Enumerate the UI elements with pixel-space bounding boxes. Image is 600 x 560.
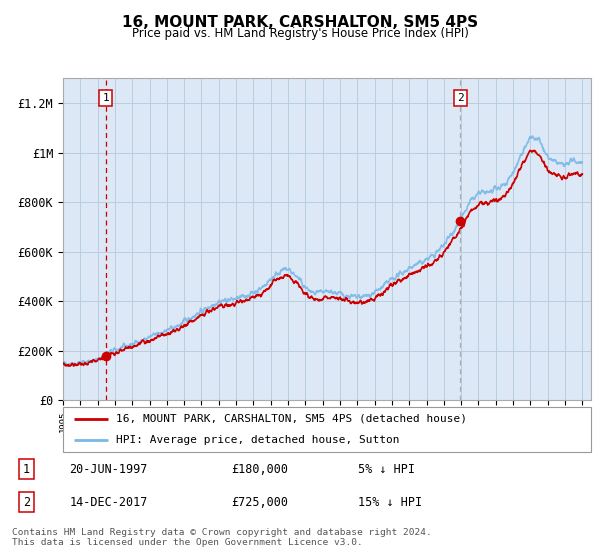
Text: 5% ↓ HPI: 5% ↓ HPI <box>358 463 415 476</box>
Text: Price paid vs. HM Land Registry's House Price Index (HPI): Price paid vs. HM Land Registry's House … <box>131 27 469 40</box>
Text: 14-DEC-2017: 14-DEC-2017 <box>70 496 148 509</box>
Text: 2: 2 <box>23 496 30 509</box>
Text: 16, MOUNT PARK, CARSHALTON, SM5 4PS (detached house): 16, MOUNT PARK, CARSHALTON, SM5 4PS (det… <box>116 414 467 424</box>
Text: £180,000: £180,000 <box>231 463 288 476</box>
Text: 20-JUN-1997: 20-JUN-1997 <box>70 463 148 476</box>
FancyBboxPatch shape <box>63 407 591 452</box>
Text: HPI: Average price, detached house, Sutton: HPI: Average price, detached house, Sutt… <box>116 435 400 445</box>
Text: 15% ↓ HPI: 15% ↓ HPI <box>358 496 422 509</box>
Text: Contains HM Land Registry data © Crown copyright and database right 2024.
This d: Contains HM Land Registry data © Crown c… <box>12 528 432 547</box>
Text: 16, MOUNT PARK, CARSHALTON, SM5 4PS: 16, MOUNT PARK, CARSHALTON, SM5 4PS <box>122 15 478 30</box>
Text: £725,000: £725,000 <box>231 496 288 509</box>
Text: 1: 1 <box>103 93 109 103</box>
Text: 2: 2 <box>457 93 464 103</box>
Text: 1: 1 <box>23 463 30 476</box>
